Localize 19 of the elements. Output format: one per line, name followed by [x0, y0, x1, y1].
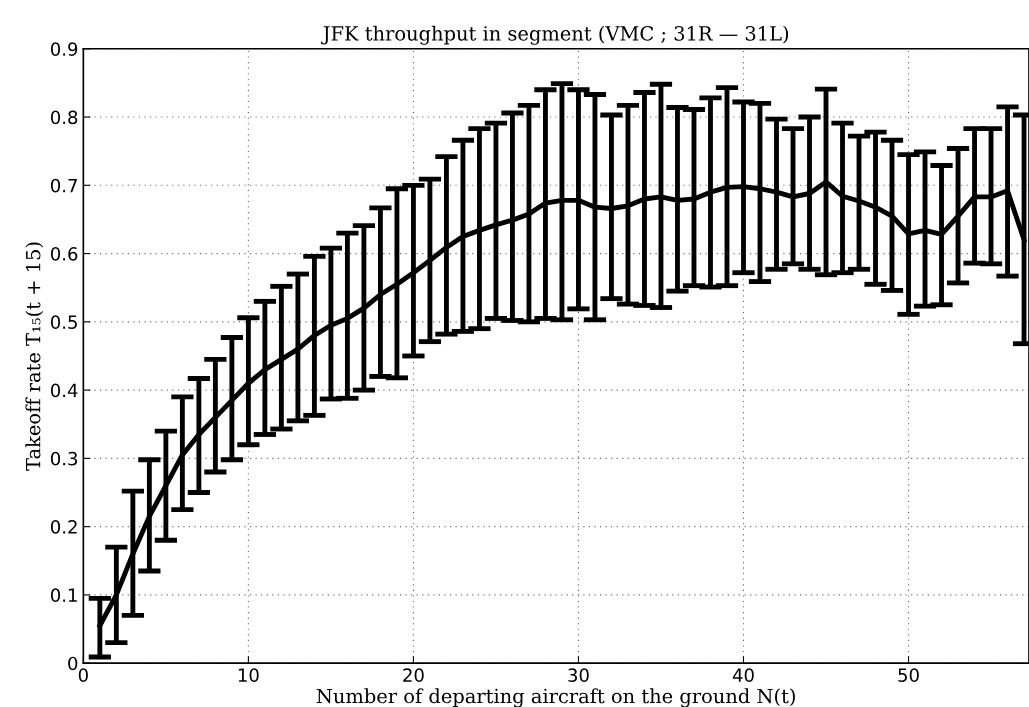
x-tick-label: 20 — [403, 668, 424, 682]
x-tick-label: 0 — [78, 668, 88, 682]
chart-title: JFK throughput in segment (VMC ; 31R — 31L) — [321, 25, 789, 45]
y-tick-label: 0.8 — [50, 110, 78, 125]
y-tick-label: 0.9 — [50, 42, 78, 56]
x-tick-label: 10 — [238, 668, 259, 682]
y-tick-label: 0.4 — [50, 383, 78, 398]
y-axis-title: Takeoff rate T̄₁₅(t + 15) — [25, 242, 44, 471]
y-tick-label: 0.5 — [50, 315, 77, 329]
y-tick-label: 0.1 — [50, 588, 77, 603]
y-tick-label: 0.2 — [50, 520, 77, 534]
y-tick-label: 0.3 — [50, 451, 78, 466]
y-tick-label: 0.6 — [50, 247, 78, 261]
x-tick-label: 50 — [898, 668, 919, 682]
x-tick-label: 30 — [568, 668, 589, 682]
y-tick-label: 0 — [68, 656, 78, 671]
x-axis-title: Number of departing aircraft on the ground N(t) — [316, 688, 795, 707]
y-tick-label: 0.7 — [50, 178, 77, 193]
x-tick-label: 40 — [732, 668, 754, 682]
